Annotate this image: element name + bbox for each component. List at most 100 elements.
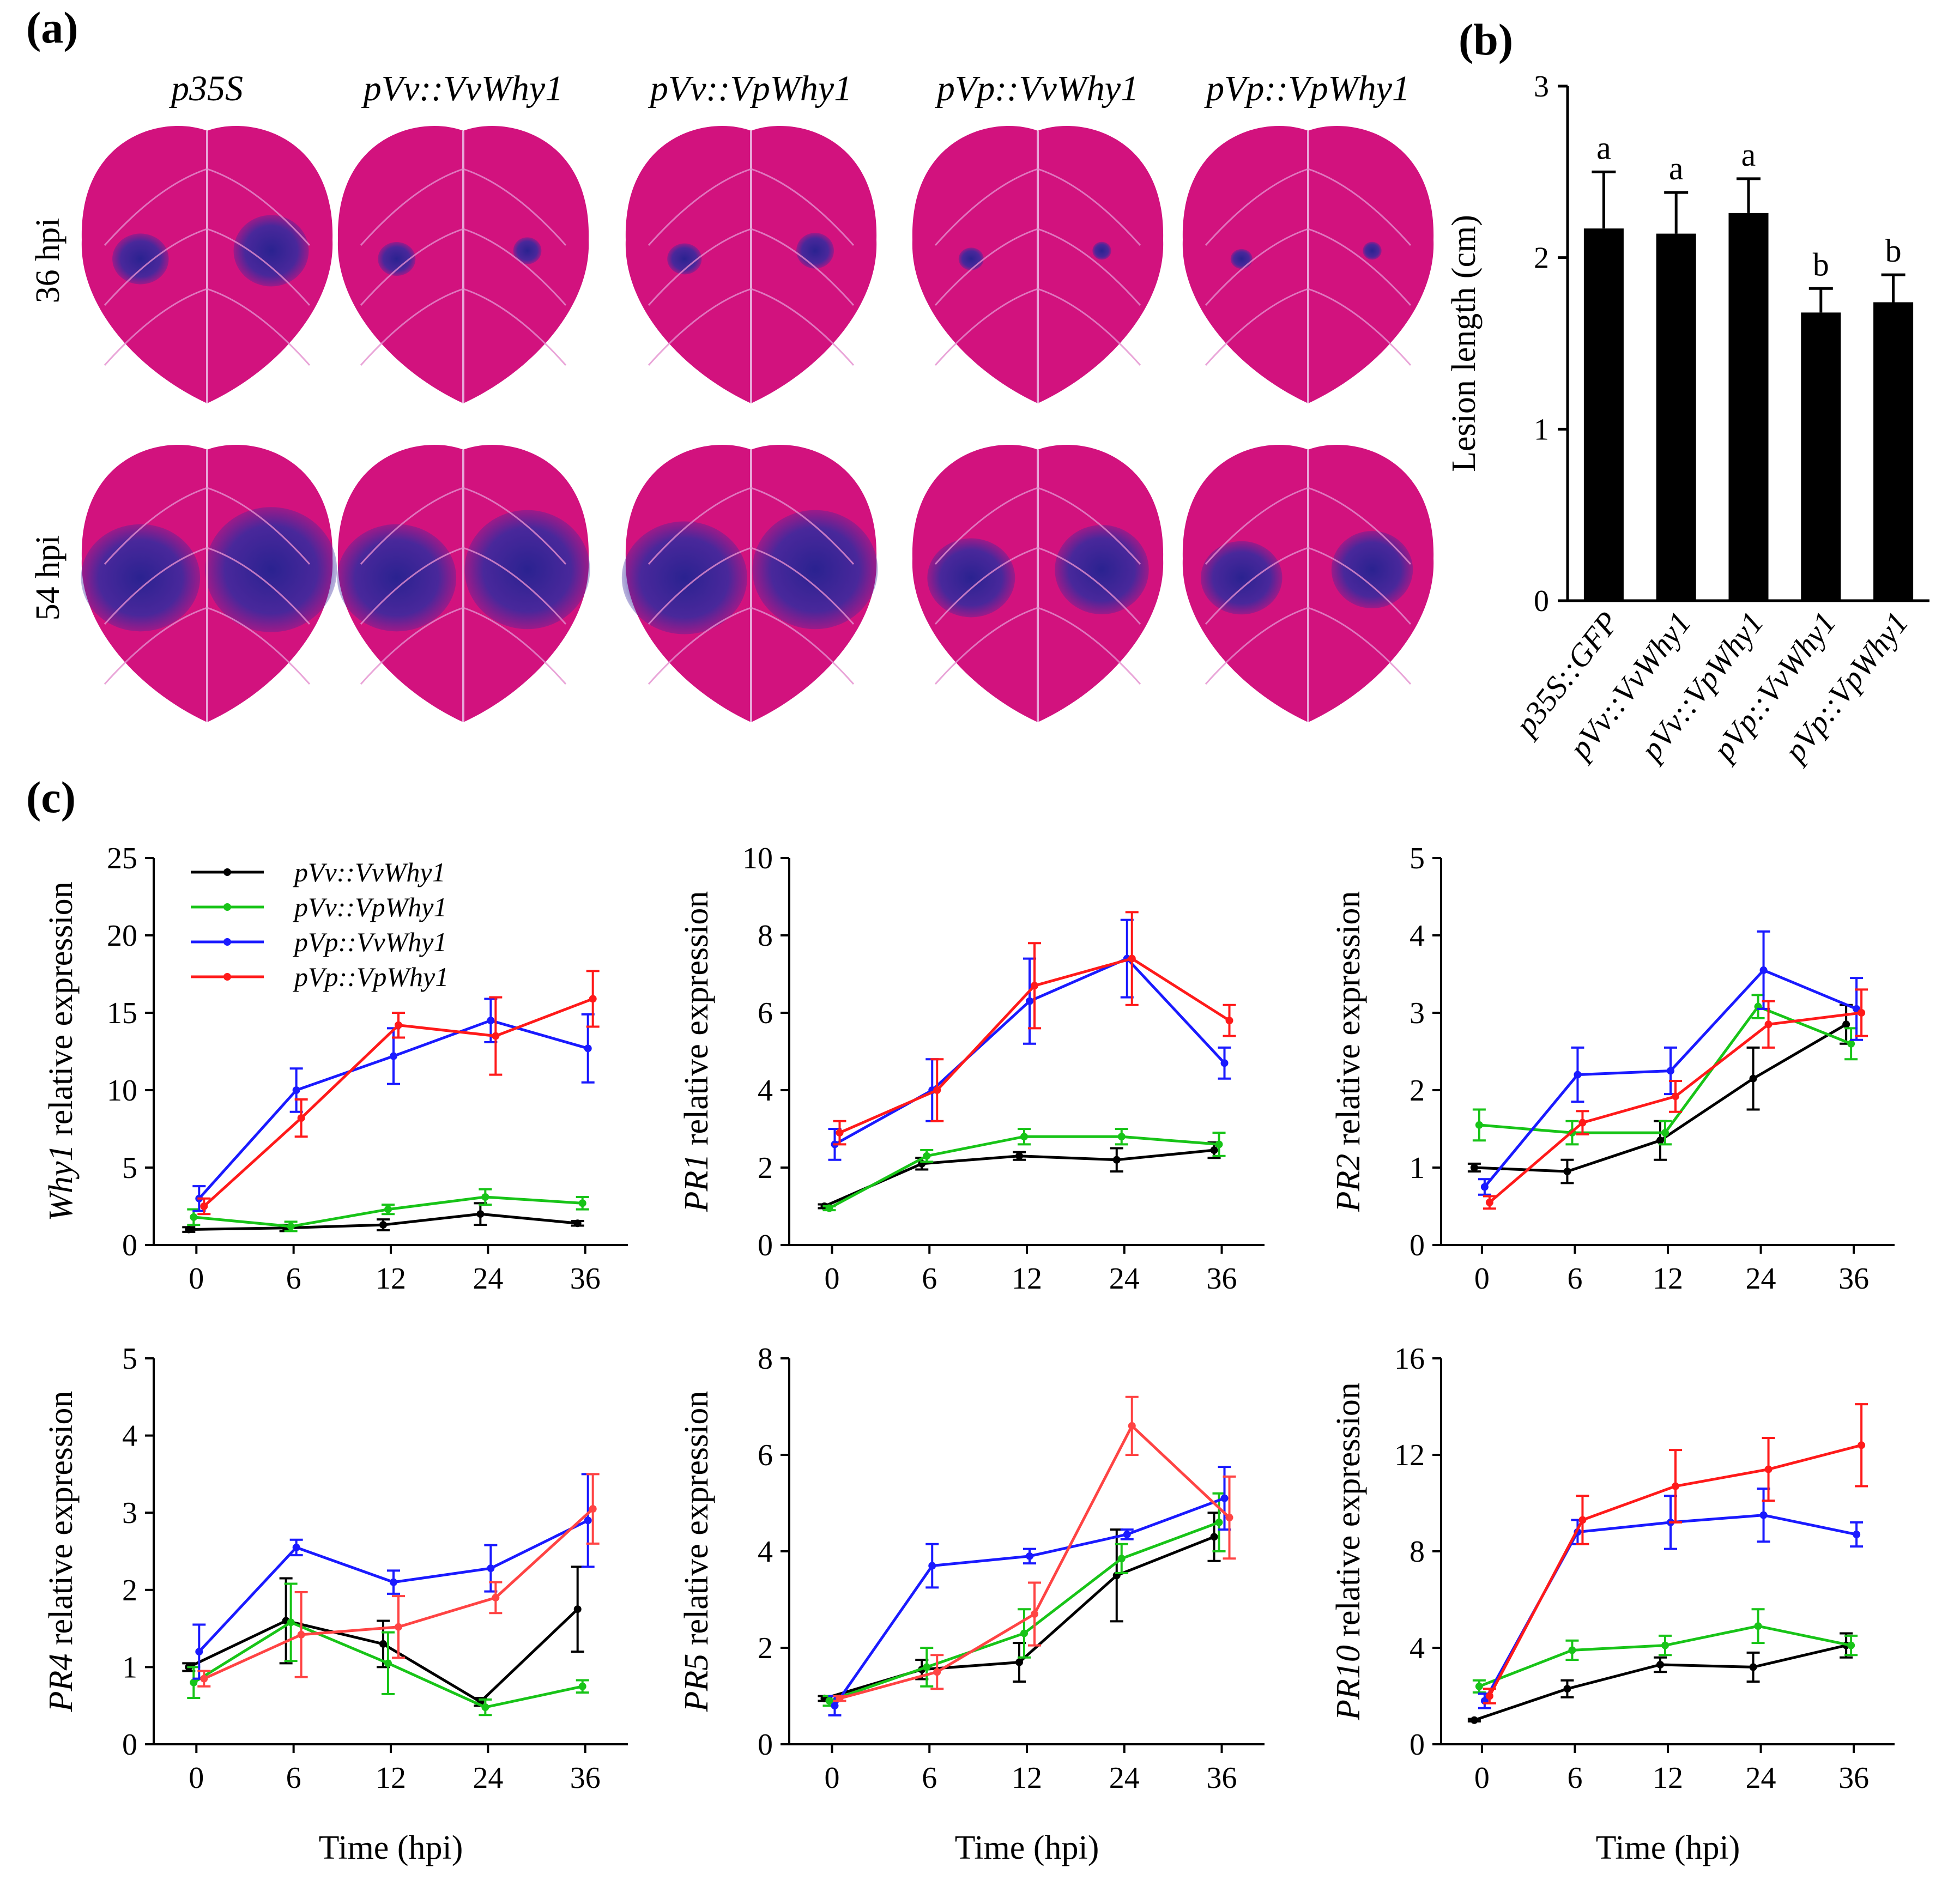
- column-label-2: pVv::VvWhy1: [361, 69, 563, 108]
- data-point: [1026, 1552, 1033, 1560]
- leaf-vein: [934, 228, 1038, 306]
- column-label-4: pVp::VvWhy1: [935, 69, 1139, 108]
- leaf-vein: [934, 607, 1038, 685]
- data-point: [923, 1663, 931, 1671]
- leaf-vein: [1205, 288, 1309, 366]
- leaf-vein: [751, 228, 855, 306]
- leaf-vein: [104, 547, 208, 625]
- y-tick-label: 3: [1534, 70, 1549, 104]
- legend-label: pVp::VpWhy1: [293, 962, 449, 992]
- leaf-vein: [1308, 547, 1412, 625]
- data-point: [836, 1129, 844, 1137]
- data-point: [487, 1564, 495, 1573]
- leaf-vein: [360, 228, 464, 306]
- x-tick-label: 0: [1474, 1262, 1490, 1296]
- data-point: [185, 1225, 193, 1234]
- data-point: [836, 1694, 844, 1702]
- x-tick-label: 6: [922, 1761, 937, 1795]
- data-point: [190, 1678, 198, 1686]
- y-tick-label: 10: [742, 842, 773, 875]
- data-point: [1123, 1531, 1131, 1539]
- data-point: [1210, 1146, 1218, 1154]
- column-label-1: p35S: [169, 69, 243, 108]
- data-point: [1656, 1137, 1664, 1145]
- data-point: [1480, 1183, 1489, 1191]
- data-point: [578, 1199, 586, 1207]
- data-point: [1485, 1692, 1493, 1700]
- lesion-left: [958, 247, 984, 270]
- series-3: [192, 1473, 595, 1680]
- data-point: [573, 1605, 582, 1613]
- data-point: [923, 1152, 931, 1160]
- leaf-vein: [1205, 228, 1309, 306]
- data-point: [1215, 1140, 1223, 1148]
- y-tick-label: 25: [107, 842, 137, 875]
- data-point: [297, 1114, 305, 1122]
- x-tick-label: 0: [189, 1262, 204, 1296]
- lesion-left: [81, 524, 201, 632]
- leaf-vein: [1205, 547, 1309, 625]
- lesion-left: [667, 243, 702, 275]
- leaf-vein: [1205, 168, 1309, 246]
- x-tick-label: 6: [1567, 1262, 1582, 1296]
- leaf-vein: [360, 288, 464, 366]
- leaf-vein: [360, 168, 464, 246]
- data-point: [200, 1675, 208, 1683]
- lesion-right: [513, 237, 542, 264]
- y-tick-label: 1: [122, 1651, 137, 1684]
- data-point: [1015, 1658, 1023, 1666]
- y-tick-label: 6: [758, 996, 773, 1030]
- data-point: [1020, 1629, 1028, 1637]
- data-point: [1128, 1422, 1136, 1430]
- leaf-2-1: [81, 445, 337, 722]
- data-point: [589, 995, 597, 1003]
- x-tick-label: 36: [1838, 1262, 1869, 1296]
- bar: [1583, 228, 1624, 601]
- x-tick-label: 0: [824, 1262, 839, 1296]
- leaf-vein: [1037, 487, 1141, 565]
- data-point: [395, 1623, 402, 1631]
- y-axis-title: PR4 relative expression: [43, 1391, 80, 1713]
- y-axis-title: Lesion length (cm): [1445, 215, 1483, 472]
- leaf-vein: [1308, 288, 1412, 366]
- leaf-vein: [463, 288, 567, 366]
- data-point: [1847, 1039, 1855, 1048]
- data-point: [1020, 1133, 1028, 1141]
- y-axis-title-rest: relative expression: [43, 881, 80, 1144]
- x-tick-label: 12: [376, 1262, 406, 1296]
- data-point: [1858, 1441, 1866, 1449]
- legend-label: pVv::VpWhy1: [293, 892, 447, 922]
- data-point: [1215, 1518, 1223, 1526]
- series-1: [182, 1565, 584, 1707]
- data-point: [1574, 1071, 1582, 1079]
- leaf-1-2: [337, 126, 589, 403]
- data-point: [1220, 1059, 1229, 1067]
- data-point: [1842, 1020, 1850, 1029]
- y-tick-label: 5: [122, 1342, 137, 1376]
- significance-letter: a: [1596, 130, 1611, 166]
- data-point: [1764, 1020, 1773, 1029]
- y-axis-title-gene: PR5: [678, 1654, 715, 1713]
- lesion-right: [796, 233, 834, 269]
- data-point: [476, 1210, 485, 1218]
- chart-why1: 0 5 10 15 20 25 0 6 12 24 36 Why1 relative expressi…: [43, 842, 628, 1296]
- data-point: [1026, 997, 1033, 1005]
- x-tick-label: 12: [1653, 1761, 1683, 1795]
- lesion-left: [621, 521, 747, 634]
- x-tick-label: 36: [1838, 1761, 1869, 1795]
- y-tick-label: 5: [122, 1151, 137, 1185]
- leaf-vein: [1037, 288, 1141, 366]
- leaf-1-4: [912, 126, 1164, 403]
- x-tick-label: 36: [1207, 1262, 1237, 1296]
- series-2: [822, 1492, 1226, 1707]
- data-point: [200, 1202, 208, 1210]
- series-3: [828, 918, 1231, 1161]
- data-point: [1128, 954, 1136, 963]
- data-point: [1117, 1555, 1126, 1563]
- y-tick-label: 1: [1409, 1151, 1425, 1185]
- data-point: [933, 1668, 941, 1676]
- leaf-2-2: [337, 445, 590, 722]
- column-label-5: pVp::VpWhy1: [1204, 69, 1410, 108]
